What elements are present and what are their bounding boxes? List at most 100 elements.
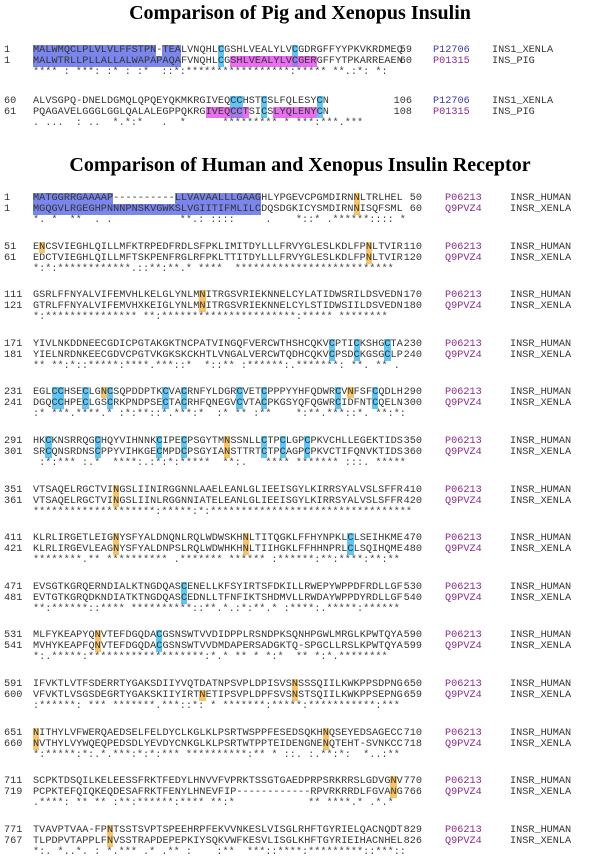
residues: SLFQLESY [267,96,317,107]
sequence-line: MATGGRRGAAAAP----------LLVAVAALLLGAAGHLY… [33,193,403,204]
residues: MPD [162,447,181,458]
entry-name: INS1_XENLA [492,45,554,56]
residues: YIVLNKDDNEECGDICPGTAKGKTNCPATVINGQFVERCW… [33,338,329,350]
highlighted-residues: N [365,252,372,264]
sequence-line: PQAGAVELGGGLGGLQALALEGPPQKRGIVEQCCTSICSL… [33,107,329,118]
residues: E [33,241,40,253]
entry-name: INSR_HUMAN [510,533,572,545]
end-position: 360 [403,447,422,458]
alignment-block: 351 VTSAQELRGCTVINGSLIINIRGGNNLAAELEANLGL… [0,484,600,521]
sequence-line: VTSAQELRGCTVINGSLIINLRGGNNIATELEANLGLIEE… [33,495,403,507]
residues: ITHYLVFWERQAEDSELFELDYCLKGLKLPSRTWSPPFES… [39,727,323,739]
start-position: 1 [4,45,11,56]
start-position: 361 [4,495,23,507]
residues: ISQFSML [359,204,403,215]
residues: ENELLKFSYIRTSFDKILLRWEPYWPPDFRDLLGF [187,581,403,593]
end-position: 766 [403,787,422,799]
entry-name: INSR_XENLA [510,544,572,556]
residues: PKVCTIFQNVKTIDS [310,447,403,458]
residues: GSHLVEALYLV [224,45,292,56]
highlighted-residues: C [347,533,354,545]
highlighted-residues: N [322,727,329,739]
residues: LSEIHKME [353,533,403,545]
start-position: 51 [4,241,17,253]
residues: TSSTSVPTSPEEHRPFEKVVNKESLVISGLRHFTGYRIEL… [113,824,403,836]
start-position: 531 [4,630,23,642]
residues: TVAVPTVAA-FP [33,824,107,836]
consensus-line: *:*************** **:*******************… [33,312,388,324]
receptor-title: Comparison of Human and Xenopus Insulin … [69,154,531,176]
residues: TP [267,436,280,447]
residues: YIELNRDNKEECGDVCPGTVKGKSKCKHTLVNGALVERCW… [33,349,329,361]
residues: RHFQNEGV [187,398,237,410]
accession-id: P01315 [433,56,470,67]
sequence-line: KLRLIRGEVLEAGNYSFYALDNPSLRQLWDWHKHNLTIIH… [33,544,403,556]
highlighted-residues: C [180,581,188,593]
consensus-line: *:*:************.::**:**.* **** ********… [33,263,394,275]
start-position: 660 [4,738,23,750]
end-position: 170 [403,290,422,302]
end-position: 650 [403,679,422,690]
highlighted-residues: C [180,398,188,410]
highlighted-residues: C [279,447,286,458]
entry-name: INSR_XENLA [510,252,572,264]
residues: EVSGTKGRQERNDIALKTNGDQAS [33,581,181,593]
highlighted-residues: C [335,398,342,410]
start-position: 60 [4,96,17,107]
sequence-line: IFVKTLVTFSDERRTYGAKSDIIYVQTDATNPSVPLDPIS… [33,679,403,690]
entry-name: INSR_XENLA [510,787,572,799]
start-position: 411 [4,533,23,545]
highlighted-residues: C [316,107,323,118]
accession-id: Q9PVZ4 [445,301,482,313]
residues: QSEYEDSAGECC [328,727,403,739]
accession-id: Q9PVZ4 [445,495,482,507]
residues: PPYVIHKGE [100,447,157,458]
sequence-line: EVSGTKGRQERNDIALKTNGDQASCENELLKFSYIRTSFD… [33,581,403,593]
start-position: 241 [4,398,23,410]
end-position: 480 [403,544,422,556]
highlighted-residues: TEA [162,45,181,56]
entry-name: INSR_HUMAN [510,630,572,642]
residues: PSGYIA [187,447,225,458]
end-position: 240 [403,349,422,361]
residues: LSQIHQME [353,544,403,556]
residues: HK [33,436,46,447]
sequence-line: GTRLFFNYALVIFEMVHXKEIGLYNLMNITRGSVRIEKNN… [33,301,403,313]
alignment-block: 231 EGLCCHSECLGNCSQPDDPTKCVACRNFYLDGRCVET… [0,387,600,423]
highlighted-residues: N [106,824,114,836]
residues: GSRLFFNYALVIFEMVHLKELGLYNLM [33,290,200,302]
residues: VSSTRAPDEPEPKIYSQKVWFKESVLISGLKHFTGYRIEI… [113,835,403,847]
start-position: 1 [4,193,11,204]
highlighted-residues: C [156,641,163,653]
end-position: 230 [403,338,422,350]
highlighted-residues: C [347,544,354,556]
highlighted-residues: N [113,495,120,507]
accession-id: P06213 [445,824,482,836]
end-position: 829 [403,824,422,836]
residues: VTSAQELRGCTVI [33,495,114,507]
entry-name: INSR_XENLA [510,301,572,313]
highlighted-residues: N [390,776,397,788]
residues: - [156,45,163,56]
residues: V [341,387,348,399]
highlighted-residues: C [261,96,268,107]
consensus-line: :* ***.****.* :*:**::*.***:* :* ** :** *… [33,409,406,421]
alignment-block: 60 ALVSGPQ-DNELDGMQLQPQEYQKMKRGIVEQCCHSTC… [0,96,600,132]
highlighted-residues: C [304,447,311,458]
highlighted-residues: IVEQ [205,107,231,118]
end-position: 180 [403,301,422,313]
highlighted-residues: C [236,398,243,410]
residues: HQYVIHNNK [100,436,157,447]
accession-id: Q9PVZ4 [445,398,482,410]
highlighted-residues: N [100,387,107,399]
start-position: 421 [4,544,23,556]
entry-name: INSR_XENLA [510,204,572,215]
accession-id: P12706 [433,96,470,107]
consensus-line: *:.*****:*******************:*.* ** * *:… [33,652,388,664]
sequence-line: ALVSGPQ-DNELDGMQLQPQEYQKMKRGIVEQCCHSTCSL… [33,96,329,107]
highlighted-residues: C [304,436,311,447]
start-position: 61 [4,252,17,264]
start-position: 171 [4,338,23,350]
sequence-line: EVTGTKGRQDKNDIATKTNGDQASCEDNLLTFNFIKTSHD… [33,592,403,604]
highlighted-residues: C [162,387,169,399]
